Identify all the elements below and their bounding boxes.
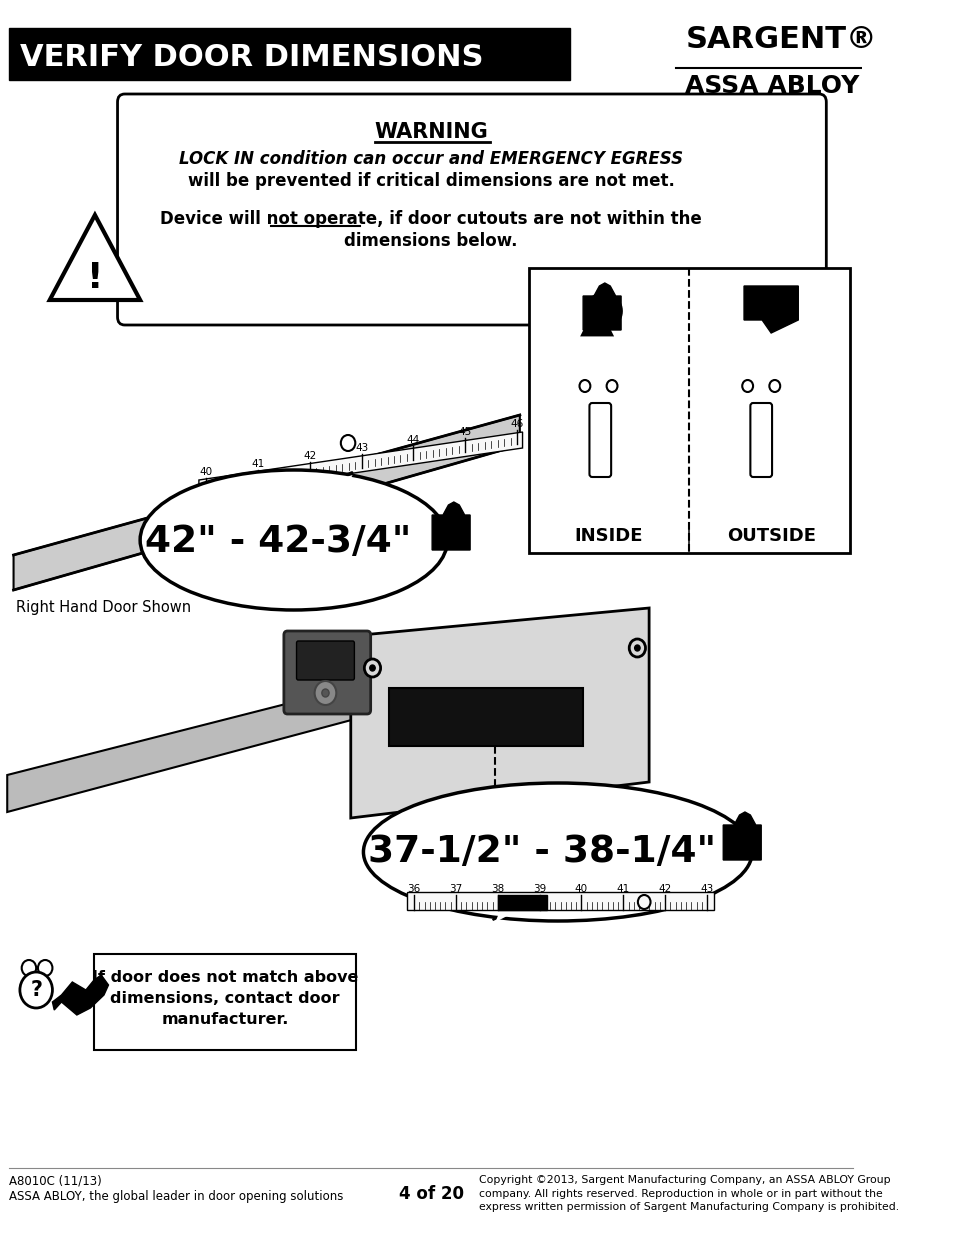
Polygon shape [8, 672, 411, 811]
Polygon shape [305, 475, 346, 498]
Text: VERIFY DOOR DIMENSIONS: VERIFY DOOR DIMENSIONS [20, 42, 483, 72]
Text: 44: 44 [406, 435, 419, 445]
Polygon shape [50, 215, 140, 300]
Text: Device will not operate, if door cutouts are not within the: Device will not operate, if door cutouts… [160, 210, 701, 228]
Text: LOCK IN condition can occur and EMERGENCY EGRESS: LOCK IN condition can occur and EMERGENC… [179, 149, 682, 168]
Polygon shape [351, 608, 648, 818]
Text: WARNING: WARNING [374, 122, 488, 142]
Text: Right Hand Door Shown: Right Hand Door Shown [16, 600, 192, 615]
FancyBboxPatch shape [117, 94, 825, 325]
FancyBboxPatch shape [528, 268, 849, 553]
Text: OUTSIDE: OUTSIDE [726, 527, 815, 545]
Text: 40: 40 [575, 884, 587, 894]
Circle shape [314, 680, 336, 705]
Ellipse shape [140, 471, 447, 610]
Polygon shape [582, 283, 620, 330]
Polygon shape [13, 415, 519, 590]
Text: ASSA ABLOY: ASSA ABLOY [684, 74, 859, 98]
Text: SARGENT®: SARGENT® [684, 25, 876, 54]
Circle shape [638, 895, 650, 909]
Polygon shape [298, 475, 353, 525]
Text: INSIDE: INSIDE [574, 527, 642, 545]
FancyBboxPatch shape [750, 403, 771, 477]
Text: 42: 42 [658, 884, 671, 894]
Text: 43: 43 [355, 443, 368, 453]
Text: 37-1/2" - 38-1/4": 37-1/2" - 38-1/4" [368, 834, 716, 869]
Text: ▲: ▲ [579, 296, 613, 340]
Text: 42: 42 [303, 451, 316, 461]
FancyBboxPatch shape [589, 403, 611, 477]
Polygon shape [432, 501, 470, 550]
Text: 42" - 42-3/4": 42" - 42-3/4" [145, 524, 411, 559]
Polygon shape [492, 892, 551, 920]
Text: ASSA ABLOY, the global leader in door opening solutions: ASSA ABLOY, the global leader in door op… [9, 1191, 343, 1203]
Text: ●: ● [580, 287, 624, 333]
FancyBboxPatch shape [284, 631, 371, 714]
Circle shape [364, 659, 380, 677]
Text: !: ! [87, 261, 103, 295]
Polygon shape [722, 811, 760, 860]
Text: 45: 45 [458, 427, 472, 437]
Text: 36: 36 [407, 884, 420, 894]
Ellipse shape [363, 783, 751, 921]
Circle shape [370, 664, 375, 671]
Polygon shape [406, 892, 714, 910]
Circle shape [321, 689, 329, 697]
Polygon shape [307, 472, 353, 520]
Polygon shape [198, 432, 522, 496]
Text: 38: 38 [491, 884, 504, 894]
FancyBboxPatch shape [9, 28, 569, 80]
Circle shape [634, 645, 639, 651]
Text: 46: 46 [510, 419, 523, 429]
Text: will be prevented if critical dimensions are not met.: will be prevented if critical dimensions… [188, 172, 674, 190]
Polygon shape [495, 895, 542, 923]
Text: dimensions below.: dimensions below. [344, 232, 517, 249]
Text: 41: 41 [251, 459, 264, 469]
Circle shape [20, 972, 52, 1008]
Text: 37: 37 [449, 884, 462, 894]
Text: 4 of 20: 4 of 20 [398, 1186, 463, 1203]
Text: |: | [685, 527, 691, 545]
Text: 41: 41 [616, 884, 629, 894]
Text: ?: ? [30, 981, 42, 1000]
Circle shape [38, 960, 52, 976]
FancyBboxPatch shape [94, 953, 355, 1050]
Polygon shape [743, 287, 798, 333]
Text: Copyright ©2013, Sargent Manufacturing Company, an ASSA ABLOY Group
company. All: Copyright ©2013, Sargent Manufacturing C… [478, 1174, 899, 1213]
Text: 43: 43 [700, 884, 713, 894]
Circle shape [22, 960, 36, 976]
Text: 40: 40 [199, 467, 213, 477]
Circle shape [629, 638, 645, 657]
FancyBboxPatch shape [296, 641, 354, 680]
Text: A8010C (11/13): A8010C (11/13) [9, 1174, 102, 1188]
Text: If door does not match above
dimensions, contact door
manufacturer.: If door does not match above dimensions,… [91, 969, 358, 1028]
Polygon shape [52, 974, 109, 1015]
Text: 39: 39 [533, 884, 546, 894]
Polygon shape [497, 895, 547, 910]
FancyBboxPatch shape [388, 688, 582, 746]
